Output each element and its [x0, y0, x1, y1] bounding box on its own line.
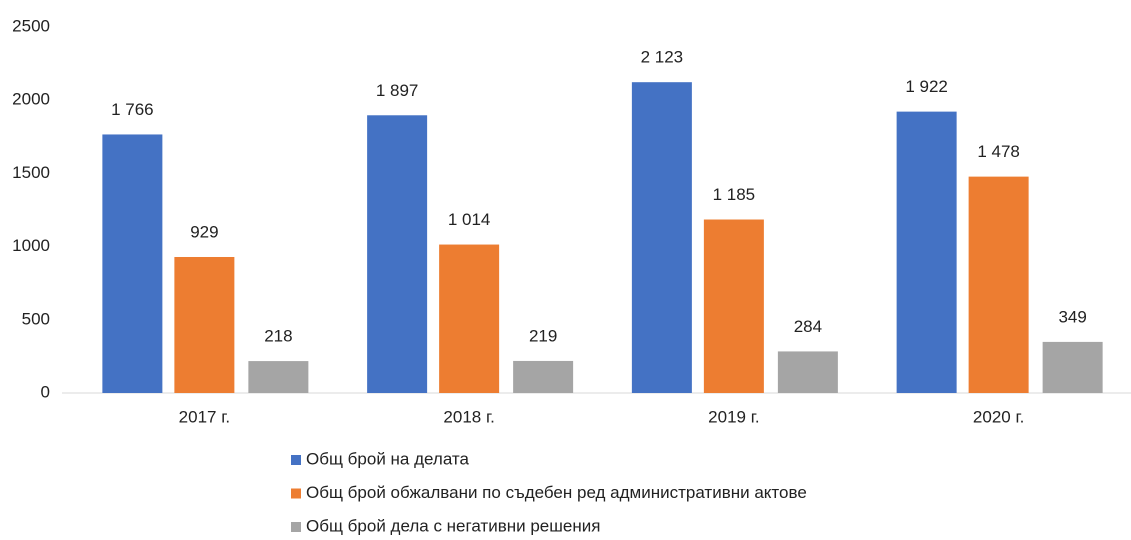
- bar: [896, 111, 957, 393]
- y-tick-label: 2500: [12, 16, 50, 35]
- y-tick-label: 0: [41, 382, 50, 401]
- legend-swatch: [291, 455, 301, 465]
- data-label: 284: [794, 317, 822, 336]
- legend-swatch: [291, 488, 301, 499]
- y-tick-label: 1000: [12, 236, 50, 255]
- data-label: 1 185: [713, 185, 756, 204]
- legend-label: Общ брой на делата: [306, 449, 470, 468]
- data-label: 929: [190, 222, 218, 241]
- data-label: 1 014: [448, 210, 491, 229]
- bar: [102, 134, 163, 394]
- data-label: 2 123: [641, 48, 684, 67]
- bar: [174, 256, 235, 393]
- bar: [367, 115, 428, 393]
- y-tick-label: 2000: [12, 90, 50, 109]
- x-tick-label: 2017 г.: [179, 407, 230, 426]
- legend-label: Общ брой дела с негативни решения: [306, 516, 600, 535]
- bar: [439, 244, 500, 393]
- legend-label: Общ брой обжалвани по съдебен ред админи…: [306, 483, 807, 502]
- bar: [1042, 341, 1103, 393]
- y-tick-label: 1500: [12, 163, 50, 182]
- bar: [968, 176, 1029, 393]
- bar: [513, 360, 574, 393]
- data-label: 1 478: [977, 142, 1020, 161]
- data-label: 1 897: [376, 81, 419, 100]
- bar: [777, 351, 838, 393]
- x-tick-label: 2019 г.: [708, 407, 759, 426]
- data-label: 218: [264, 327, 292, 346]
- legend-swatch: [291, 522, 301, 532]
- data-label: 1 922: [905, 77, 948, 96]
- x-tick-label: 2018 г.: [443, 407, 494, 426]
- bar: [631, 82, 692, 393]
- data-label: 219: [529, 326, 557, 345]
- data-label: 349: [1058, 307, 1086, 326]
- x-tick-label: 2020 г.: [973, 407, 1024, 426]
- data-label: 1 766: [111, 100, 154, 119]
- y-tick-label: 500: [22, 309, 50, 328]
- bar: [248, 361, 309, 393]
- bar: [703, 219, 764, 393]
